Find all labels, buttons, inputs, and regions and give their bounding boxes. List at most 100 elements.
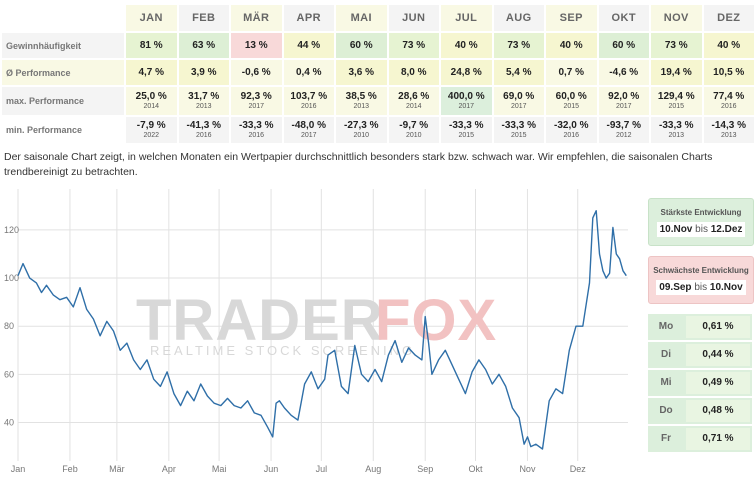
x-tick-label: Jul: [316, 464, 328, 474]
max-value: 400,0 %: [447, 91, 485, 102]
max-value: 28,6 %: [398, 91, 430, 102]
min-year: 2010: [353, 132, 370, 139]
strongest-period-box: Stärkste Entwicklung 10.Nov bis 12.Dez: [648, 198, 754, 246]
max-performance-cell: 25,0 % 2014: [126, 87, 177, 115]
min-value: -27,3 %: [344, 120, 379, 131]
win-rate-cell: 60 %: [598, 33, 649, 58]
min-performance-cell: -33,3 % 2015: [441, 117, 492, 143]
min-performance-cell: -33,3 % 2016: [231, 117, 282, 143]
min-year: 2012: [615, 132, 632, 139]
x-tick-label: Mär: [109, 464, 125, 474]
win-rate-cell: 40 %: [441, 33, 492, 58]
row-label: Gewinnhäufigkeit: [2, 33, 124, 58]
max-year: 2017: [510, 103, 527, 110]
table-row-win-rate: Gewinnhäufigkeit 81 % 63 % 13 % 44 % 60 …: [2, 33, 754, 58]
month-header: JUN: [388, 5, 439, 31]
month-header: FEB: [178, 5, 229, 31]
max-year: 2015: [668, 103, 685, 110]
max-value: 103,7 %: [290, 91, 328, 102]
avg-performance-cell: -0,6 %: [231, 60, 282, 85]
weakest-period-title: Schwächste Entwicklung: [653, 266, 749, 275]
max-performance-cell: 60,0 % 2015: [546, 87, 597, 115]
avg-performance-cell: 19,4 %: [651, 60, 702, 85]
x-tick-label: Mai: [212, 464, 227, 474]
weakest-period-box: Schwächste Entwicklung 09.Sep bis 10.Nov: [648, 256, 754, 304]
win-rate-cell: 44 %: [283, 33, 334, 58]
win-rate-cell: 60 %: [336, 33, 387, 58]
avg-performance-cell: 0,7 %: [546, 60, 597, 85]
weekday-value: 0,49 %: [686, 372, 750, 394]
x-tick-label: Jan: [11, 464, 26, 474]
seasonal-chart-svg: TRADER FOX REALTIME STOCK SCREENING 40 60…: [4, 189, 628, 474]
row-label: Ø Performance: [2, 60, 124, 85]
weekday-row-fr: Fr 0,71 %: [648, 426, 752, 452]
strongest-period-title: Stärkste Entwicklung: [660, 208, 742, 217]
y-tick-label: 40: [4, 417, 14, 427]
win-rate-cell: 40 %: [546, 33, 597, 58]
month-header: OKT: [598, 5, 649, 31]
avg-performance-cell: 5,4 %: [493, 60, 544, 85]
win-rate-cell: 13 %: [231, 33, 282, 58]
table-row-max-performance: max. Performance 25,0 % 2014 31,7 % 2013 9…: [2, 87, 754, 115]
min-value: -7,9 %: [136, 120, 166, 131]
win-rate-cell: 81 %: [126, 33, 177, 58]
min-value: -9,7 %: [399, 120, 429, 131]
avg-performance-cell: 4,7 %: [126, 60, 177, 85]
row-label: min. Performance: [2, 117, 124, 143]
x-tick-label: Nov: [519, 464, 536, 474]
min-value: -33,3 %: [239, 120, 274, 131]
range-separator: bis: [694, 282, 708, 293]
min-performance-cell: -93,7 % 2012: [598, 117, 649, 143]
weekday-value: 0,48 %: [686, 400, 750, 422]
row-label: max. Performance: [2, 87, 124, 115]
max-value: 92,3 %: [240, 91, 272, 102]
max-year: 2013: [353, 103, 370, 110]
month-header-row: JAN FEB MÄR APR MAI JUN JUL AUG SEP OKT …: [2, 5, 754, 31]
min-value: -14,3 %: [711, 120, 746, 131]
min-year: 2016: [195, 132, 212, 139]
series-line: [17, 210, 627, 450]
win-rate-cell: 73 %: [493, 33, 544, 58]
win-rate-cell: 73 %: [388, 33, 439, 58]
min-year: 2015: [458, 132, 475, 139]
table-row-avg-performance: Ø Performance 4,7 % 3,9 % -0,6 % 0,4 % 3…: [2, 60, 754, 85]
max-value: 38,5 %: [345, 91, 377, 102]
win-rate-cell: 73 %: [651, 33, 702, 58]
avg-performance-cell: 3,6 %: [336, 60, 387, 85]
x-tick-label: Feb: [62, 464, 78, 474]
win-rate-cell: 40 %: [703, 33, 754, 58]
min-value: -32,0 %: [554, 120, 589, 131]
month-header: APR: [283, 5, 334, 31]
avg-performance-cell: 8,0 %: [388, 60, 439, 85]
weekday-value: 0,44 %: [686, 344, 750, 366]
win-rate-cell: 63 %: [178, 33, 229, 58]
min-performance-cell: -27,3 % 2010: [336, 117, 387, 143]
max-year: 2016: [720, 103, 737, 110]
x-tick-label: Dez: [570, 464, 587, 474]
max-year: 2016: [300, 103, 317, 110]
max-value: 31,7 %: [188, 91, 220, 102]
max-performance-cell: 77,4 % 2016: [703, 87, 754, 115]
min-performance-cell: -41,3 % 2016: [178, 117, 229, 143]
max-year: 2017: [248, 103, 265, 110]
month-header: JAN: [126, 5, 177, 31]
table-row-min-performance: min. Performance -7,9 % 2022 -41,3 % 2016 …: [2, 117, 754, 143]
max-value: 92,0 %: [608, 91, 640, 102]
avg-performance-cell: 3,9 %: [178, 60, 229, 85]
weekday-value: 0,71 %: [686, 428, 750, 450]
min-year: 2017: [300, 132, 317, 139]
month-header: NOV: [651, 5, 702, 31]
avg-performance-cell: 24,8 %: [441, 60, 492, 85]
min-value: -33,3 %: [449, 120, 484, 131]
x-tick-label: Aug: [365, 464, 381, 474]
y-tick-label: 120: [4, 225, 19, 235]
weekday-label: Di: [661, 349, 671, 360]
month-header: SEP: [546, 5, 597, 31]
max-value: 77,4 %: [713, 91, 745, 102]
min-year: 2015: [510, 132, 527, 139]
weekday-label: Mi: [660, 377, 672, 388]
y-tick-label: 100: [4, 273, 19, 283]
month-header: AUG: [493, 5, 544, 31]
watermark-logo-left: TRADER: [136, 288, 384, 353]
min-year: 2013: [668, 132, 685, 139]
